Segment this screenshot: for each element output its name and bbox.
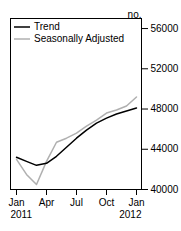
svg-text:52000: 52000 bbox=[151, 63, 179, 74]
svg-text:Jan: Jan bbox=[8, 197, 24, 208]
svg-text:2012: 2012 bbox=[119, 209, 142, 220]
svg-text:48000: 48000 bbox=[151, 103, 179, 114]
svg-text:44000: 44000 bbox=[151, 143, 179, 154]
svg-text:56000: 56000 bbox=[151, 23, 179, 34]
svg-text:2011: 2011 bbox=[11, 209, 33, 220]
html-text:Trend: Trend bbox=[34, 21, 60, 32]
svg-text:Jul: Jul bbox=[70, 197, 83, 208]
svg-text:Apr: Apr bbox=[39, 197, 55, 208]
svg-text:Jan: Jan bbox=[128, 197, 144, 208]
svg-text:Oct: Oct bbox=[99, 197, 115, 208]
svg-text:40000: 40000 bbox=[151, 184, 179, 195]
html-text:Seasonally Adjusted: Seasonally Adjusted bbox=[34, 33, 125, 44]
svg-text:no.: no. bbox=[128, 9, 142, 20]
